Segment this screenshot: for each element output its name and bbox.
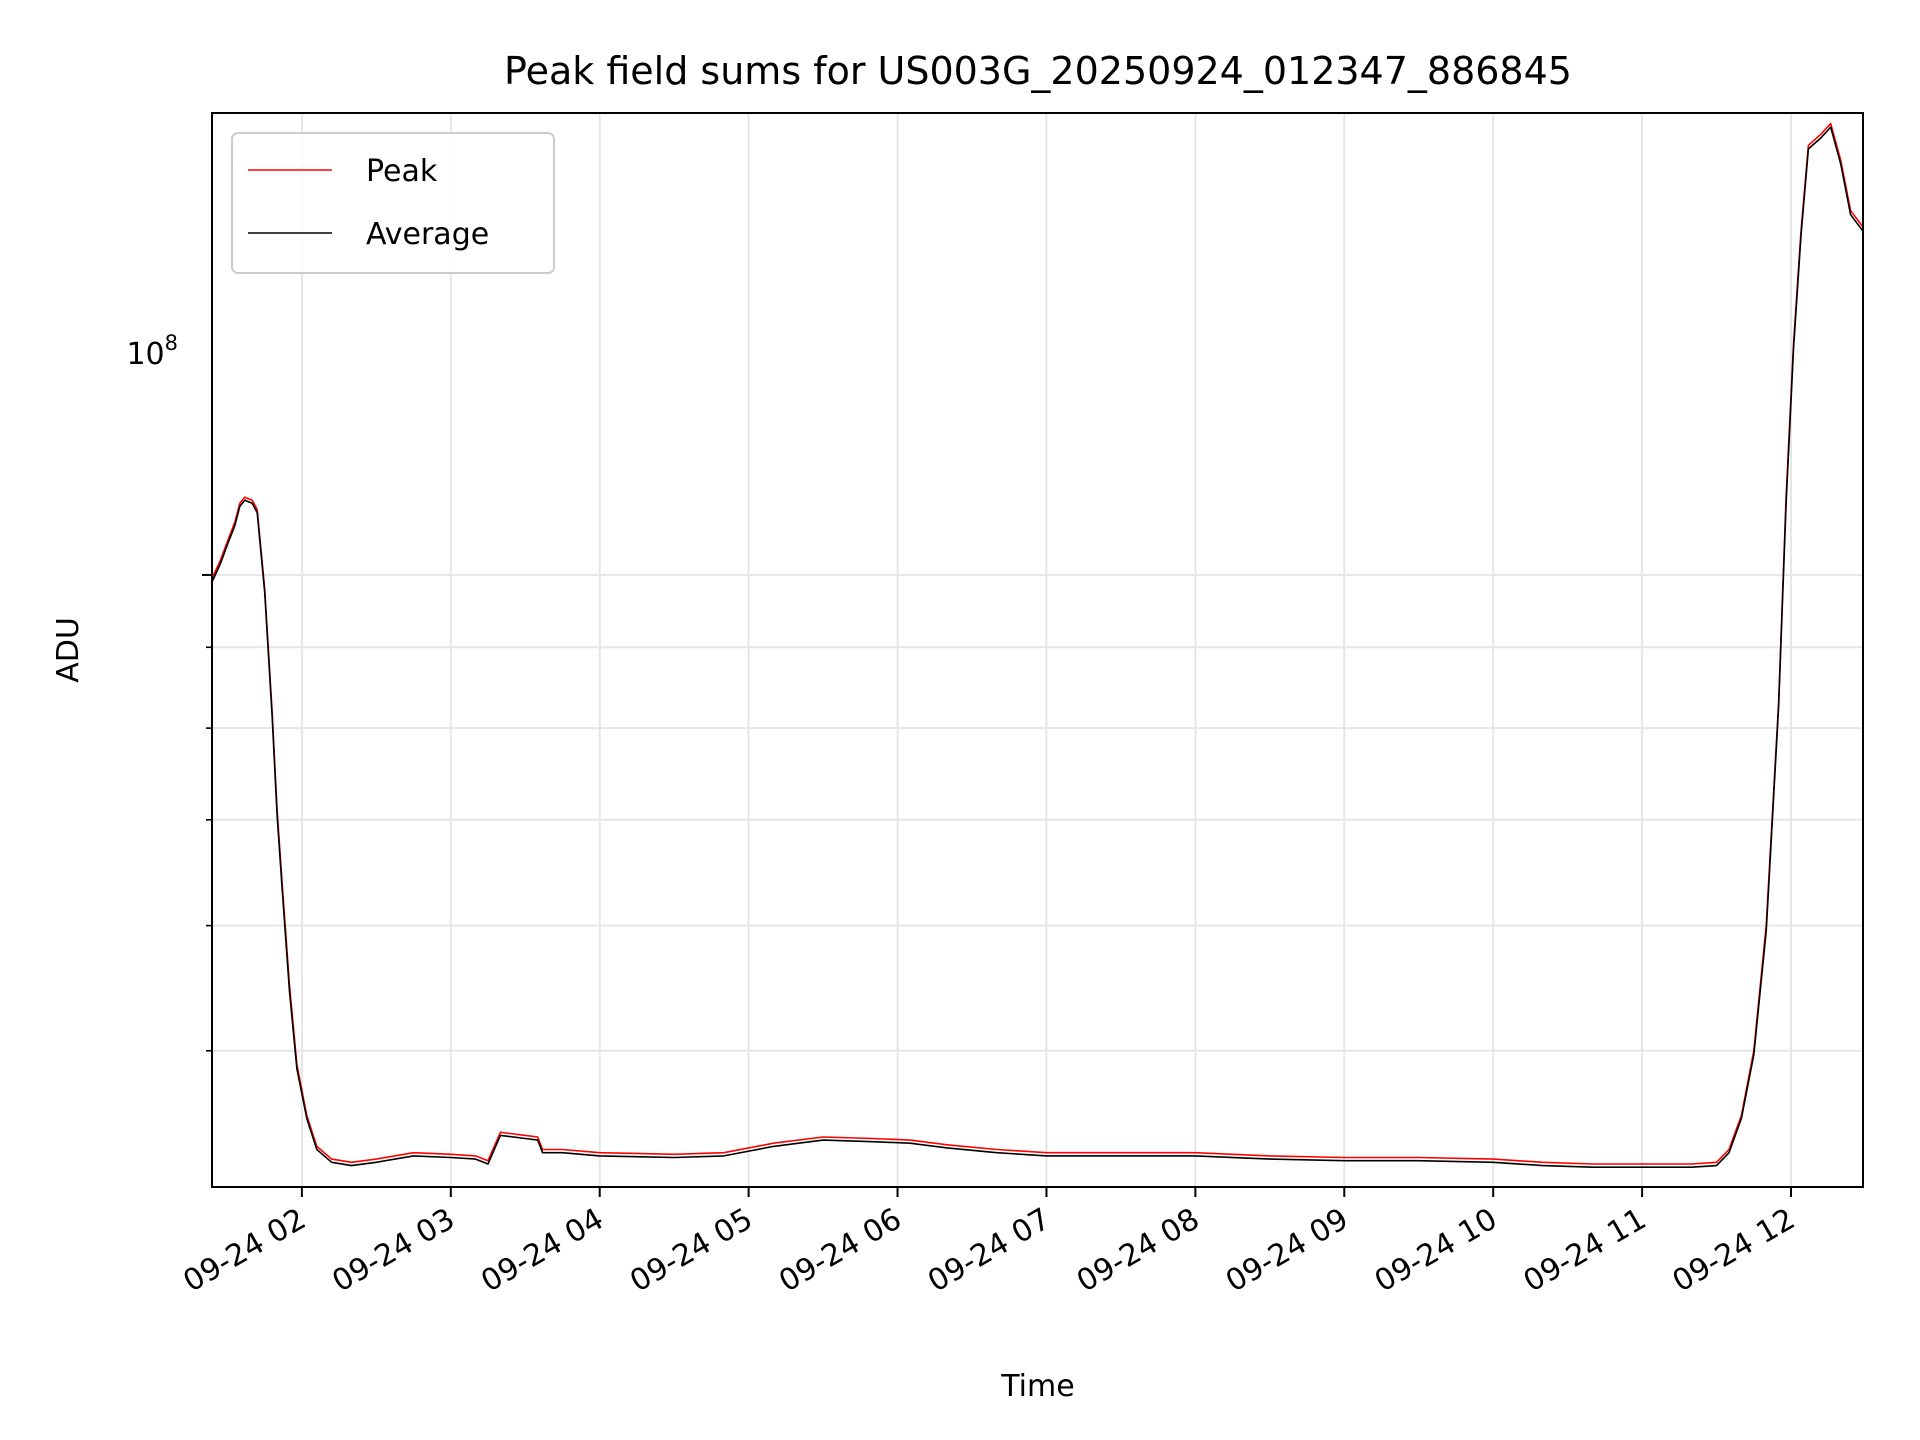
plot-frame: [211, 112, 1864, 1188]
grid: [212, 113, 1863, 1187]
legend-label-average: Average: [366, 217, 489, 252]
chart-title: Peak field sums for US003G_20250924_0123…: [504, 49, 1572, 93]
x-axis-label: Time: [1000, 1369, 1074, 1404]
svg-text:108: 108: [126, 331, 178, 372]
series-line-average: [211, 126, 1864, 1168]
y-tick-base: 10: [126, 337, 164, 372]
y-axis-label: ADU: [51, 617, 86, 683]
legend-box: [231, 132, 555, 274]
plot-series: [211, 122, 1864, 1168]
y-tick-label-1e8: 108: [126, 331, 178, 372]
legend-label-peak: Peak: [366, 154, 438, 189]
legend: Peak Average: [231, 132, 555, 274]
y-tick-exponent: 8: [165, 331, 178, 355]
